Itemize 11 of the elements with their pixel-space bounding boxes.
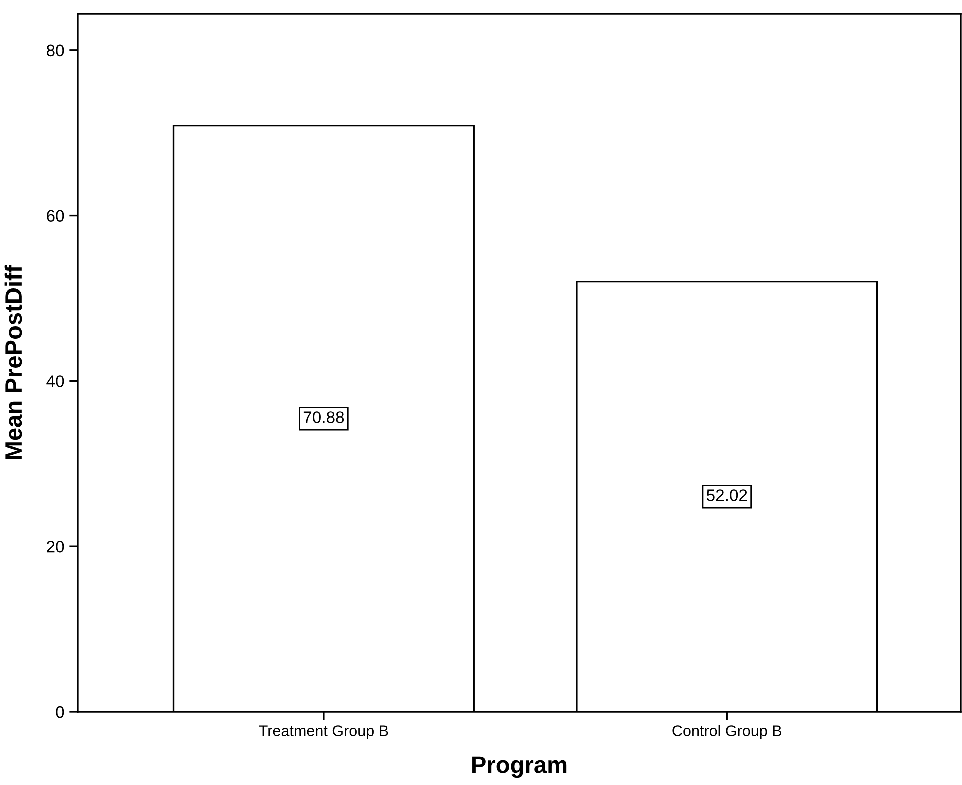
y-axis-title: Mean PrePostDiff [4, 265, 22, 460]
x-axis-title: Program [472, 756, 567, 778]
x-tick-label: Treatment Group B [259, 726, 388, 740]
y-tick-label: 0 [56, 706, 64, 718]
y-tick-label: 20 [47, 541, 64, 553]
y-tick-label: 80 [46, 44, 64, 57]
data-label: 52.02 [706, 490, 748, 502]
x-tick-label: Control Group B [672, 725, 782, 740]
data-label: 70.88 [304, 412, 344, 424]
y-tick-label: 60 [47, 210, 64, 222]
y-tick-label: 40 [46, 376, 64, 388]
